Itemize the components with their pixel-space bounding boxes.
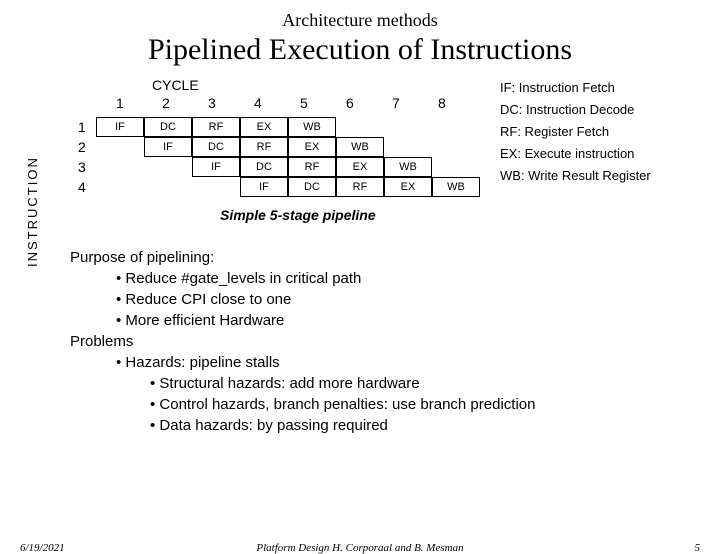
purpose-heading: Purpose of pipelining: <box>70 247 535 268</box>
stage-cell: IF <box>192 157 240 177</box>
stage-cell: EX <box>384 177 432 197</box>
stage-cell: RF <box>336 177 384 197</box>
table-row: IF DC RF EX WB <box>96 177 480 197</box>
legend-dc: DC: Instruction Decode <box>500 99 651 121</box>
row-num: 1 <box>78 117 86 137</box>
bullet: • Reduce #gate_levels in critical path <box>116 268 535 289</box>
stage-cell: RF <box>240 137 288 157</box>
instruction-row-numbers: 1 2 3 4 <box>78 117 86 197</box>
footer-center: Platform Design H. Corporaal and B. Mesm… <box>0 542 720 554</box>
legend-rf: RF: Register Fetch <box>500 121 651 143</box>
legend-wb: WB: Write Result Register <box>500 165 651 187</box>
cycle-num: 2 <box>162 95 170 111</box>
cycle-num: 6 <box>346 95 354 111</box>
sub-bullet: • Control hazards, branch penalties: use… <box>150 394 535 415</box>
stage-cell: EX <box>336 157 384 177</box>
cycle-num: 4 <box>254 95 262 111</box>
stage-cell: EX <box>240 117 288 137</box>
stage-legend: IF: Instruction Fetch DC: Instruction De… <box>500 77 651 187</box>
table-row: IF DC RF EX WB <box>96 157 480 177</box>
page-subtitle: Architecture methods <box>0 10 720 31</box>
stage-cell: IF <box>144 137 192 157</box>
stage-cell: IF <box>96 117 144 137</box>
cycle-num: 3 <box>208 95 216 111</box>
stage-cell: DC <box>144 117 192 137</box>
row-num: 4 <box>78 177 86 197</box>
page-title: Pipelined Execution of Instructions <box>0 33 720 67</box>
cycle-num: 1 <box>116 95 124 111</box>
stage-cell: WB <box>288 117 336 137</box>
stage-cell: WB <box>336 137 384 157</box>
stage-cell: RF <box>288 157 336 177</box>
stage-cell: DC <box>192 137 240 157</box>
footer-page-number: 5 <box>695 542 701 554</box>
stage-cell: DC <box>240 157 288 177</box>
instruction-axis-label: INSTRUCTION <box>25 156 40 267</box>
purpose-block: Purpose of pipelining: • Reduce #gate_le… <box>70 247 535 436</box>
stage-cell: IF <box>240 177 288 197</box>
cycle-label: CYCLE <box>152 77 199 93</box>
sub-bullet: • Structural hazards: add more hardware <box>150 373 535 394</box>
stage-cell: WB <box>432 177 480 197</box>
bullet: • Hazards: pipeline stalls <box>116 352 535 373</box>
row-num: 2 <box>78 137 86 157</box>
cycle-num: 7 <box>392 95 400 111</box>
problems-heading: Problems <box>70 331 535 352</box>
table-row: IF DC RF EX WB <box>96 137 480 157</box>
pipeline-table: IF DC RF EX WB IF DC RF EX WB IF DC RF E… <box>96 117 480 197</box>
cycle-num: 5 <box>300 95 308 111</box>
stage-cell: EX <box>288 137 336 157</box>
bullet: • Reduce CPI close to one <box>116 289 535 310</box>
stage-cell: WB <box>384 157 432 177</box>
bullet: • More efficient Hardware <box>116 310 535 331</box>
stage-cell: DC <box>288 177 336 197</box>
legend-ex: EX: Execute instruction <box>500 143 651 165</box>
pipeline-caption: Simple 5-stage pipeline <box>220 207 376 223</box>
row-num: 3 <box>78 157 86 177</box>
cycle-num: 8 <box>438 95 446 111</box>
table-row: IF DC RF EX WB <box>96 117 480 137</box>
stage-cell: RF <box>192 117 240 137</box>
sub-bullet: • Data hazards: by passing required <box>150 415 535 436</box>
legend-if: IF: Instruction Fetch <box>500 77 651 99</box>
